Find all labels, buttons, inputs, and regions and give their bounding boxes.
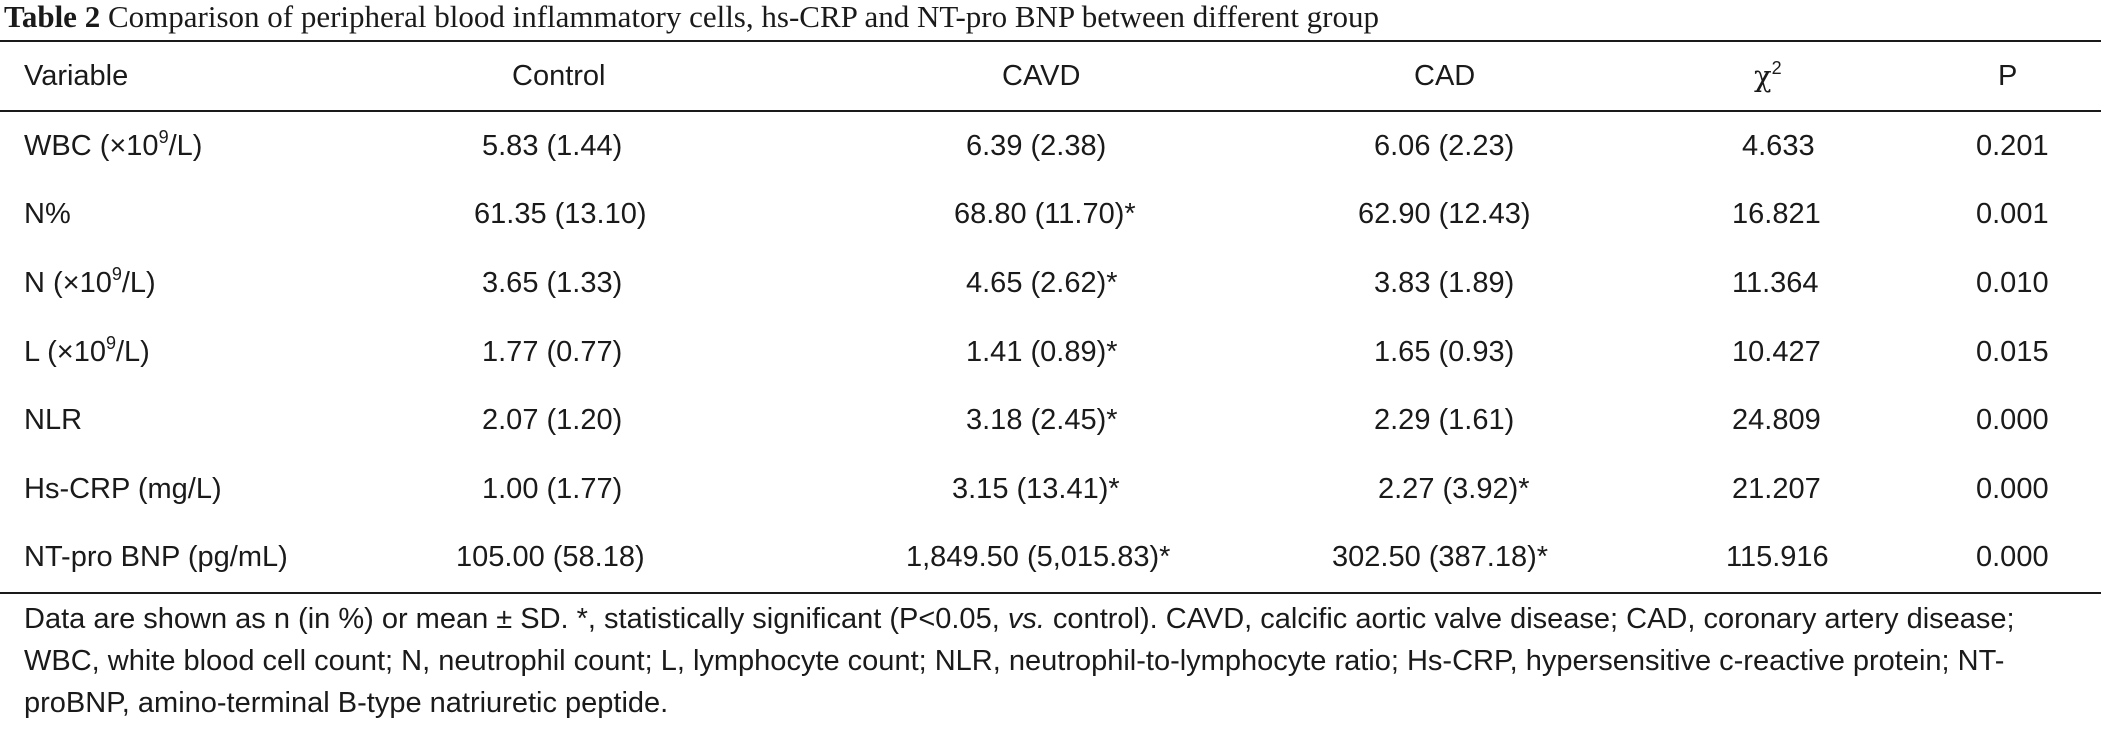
footnote-part2: control). CAVD, calcific aortic valve di… [24,603,2015,719]
cell-cavd: 4.65 (2.62)* [966,266,1118,299]
header-cavd: CAVD [1002,59,1081,92]
table-caption: Table 2 Comparison of peripheral blood i… [4,0,1379,34]
cell-variable: N (×109/L) [24,263,156,299]
footnote-part1: Data are shown as n (in %) or mean ± SD.… [24,603,1008,635]
table-body: WBC (×109/L) 5.83 (1.44) 6.39 (2.38) 6.06 (… [0,112,2101,592]
cell-variable: Hs-CRP (mg/L) [24,472,222,505]
cell-p-value: 0.001 [1976,198,2049,231]
cell-chi-square: 10.427 [1732,335,1821,368]
cell-chi-square: 115.916 [1726,541,1829,574]
header-p: P [1998,59,2018,92]
cell-cad: 2.27 (3.92)* [1378,472,1530,505]
header-chi-superscript: 2 [1771,57,1782,78]
table-header-rule [0,110,2101,112]
cell-cavd: 68.80 (11.70)* [954,198,1136,231]
cell-p-value: 0.000 [1976,541,2049,574]
table-row: NLR 2.07 (1.20) 3.18 (2.45)* 2.29 (1.61) 24.… [0,386,2101,455]
table-row: NT-pro BNP (pg/mL) 105.00 (58.18) 1,849.50… [0,524,2101,593]
cell-control: 5.83 (1.44) [482,129,623,162]
table-caption-label: Table 2 [4,0,101,34]
cell-cad: 3.83 (1.89) [1374,266,1515,299]
cell-chi-square: 21.207 [1732,472,1821,505]
cell-cad: 62.90 (12.43) [1358,198,1531,231]
table-footnote: Data are shown as n (in %) or mean ± SD.… [24,598,2084,724]
table-row: N% 61.35 (13.10) 68.80 (11.70)* 62.90 (12.4… [0,181,2101,250]
cell-control: 1.77 (0.77) [482,335,623,368]
cell-variable: WBC (×109/L) [24,126,203,162]
cell-cavd: 6.39 (2.38) [966,129,1107,162]
table-header: Variable Control CAVD CAD χ2 P [0,42,2101,110]
table-row: L (×109/L) 1.77 (0.77) 1.41 (0.89)* 1.65 (0… [0,318,2101,387]
cell-variable: L (×109/L) [24,332,150,368]
header-row: Variable Control CAVD CAD χ2 P [0,42,2101,110]
cell-p-value: 0.015 [1976,335,2049,368]
table-row: N (×109/L) 3.65 (1.33) 4.65 (2.62)* 3.83 (1… [0,249,2101,318]
cell-cavd: 1,849.50 (5,015.83)* [906,541,1171,574]
cell-cavd: 3.18 (2.45)* [966,404,1118,437]
header-control: Control [512,59,606,92]
cell-control: 3.65 (1.33) [482,266,623,299]
table-caption-text: Comparison of peripheral blood inflammat… [107,0,1379,34]
header-variable: Variable [24,59,129,92]
cell-p-value: 0.000 [1976,404,2049,437]
cell-cavd: 1.41 (0.89)* [966,335,1118,368]
cell-variable: NT-pro BNP (pg/mL) [24,541,288,574]
cell-chi-square: 16.821 [1732,198,1821,231]
cell-control: 105.00 (58.18) [456,541,645,574]
cell-p-value: 0.010 [1976,266,2049,299]
cell-cad: 302.50 (387.18)* [1332,541,1549,574]
cell-control: 1.00 (1.77) [482,472,623,505]
cell-cad: 2.29 (1.61) [1374,404,1515,437]
cell-variable: N% [24,198,71,231]
cell-p-value: 0.000 [1976,472,2049,505]
cell-cad: 1.65 (0.93) [1374,335,1515,368]
table-top-rule [0,40,2101,42]
header-chi-square: χ2 [1754,57,1782,93]
cell-cavd: 3.15 (13.41)* [952,472,1120,505]
footnote-vs: vs. [1007,603,1045,635]
cell-chi-square: 24.809 [1732,404,1821,437]
header-cad: CAD [1414,59,1476,92]
cell-cad: 6.06 (2.23) [1374,129,1515,162]
table-bottom-rule [0,592,2101,594]
table-row: WBC (×109/L) 5.83 (1.44) 6.39 (2.38) 6.06 (… [0,112,2101,181]
cell-variable: NLR [24,404,83,437]
table-row: Hs-CRP (mg/L) 1.00 (1.77) 3.15 (13.41)* 2.2… [0,455,2101,524]
cell-control: 61.35 (13.10) [474,198,647,231]
cell-p-value: 0.201 [1976,129,2049,162]
cell-chi-square: 11.364 [1732,266,1819,299]
cell-control: 2.07 (1.20) [482,404,623,437]
cell-chi-square: 4.633 [1742,129,1815,162]
